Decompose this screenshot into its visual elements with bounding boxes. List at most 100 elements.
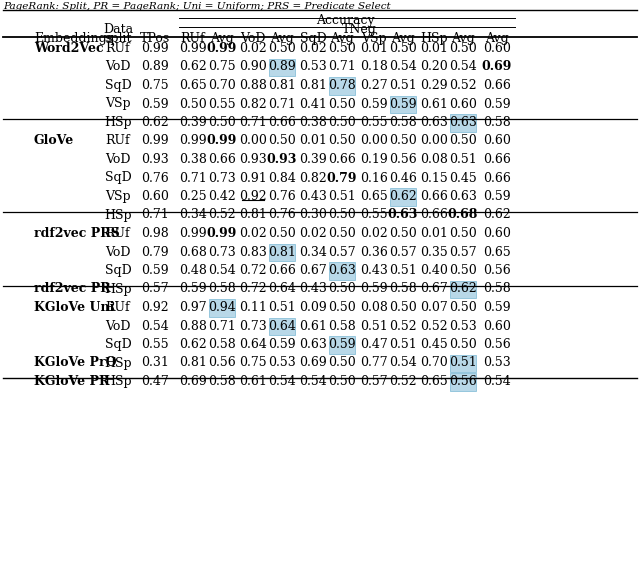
Text: 0.08: 0.08: [420, 153, 448, 166]
Text: 0.88: 0.88: [239, 79, 267, 92]
Text: SqD: SqD: [104, 338, 131, 351]
Text: 0.69: 0.69: [299, 357, 327, 369]
Text: 0.08: 0.08: [360, 301, 388, 314]
Text: 0.84: 0.84: [268, 172, 296, 184]
Text: 0.65: 0.65: [483, 245, 511, 259]
Text: Avg: Avg: [391, 32, 415, 45]
Text: 0.99: 0.99: [141, 135, 169, 147]
Text: 0.50: 0.50: [268, 135, 296, 147]
Text: 0.50: 0.50: [268, 42, 296, 55]
Text: 0.53: 0.53: [483, 357, 511, 369]
Text: 0.01: 0.01: [420, 42, 448, 55]
Bar: [329, 77, 355, 94]
Text: 0.60: 0.60: [483, 227, 511, 240]
Text: 0.81: 0.81: [268, 79, 296, 92]
Text: 0.81: 0.81: [239, 209, 267, 222]
Text: 0.63: 0.63: [449, 116, 477, 129]
Text: 0.50: 0.50: [179, 97, 207, 111]
Text: 0.42: 0.42: [208, 190, 236, 203]
Text: 0.73: 0.73: [208, 245, 236, 259]
Text: RUf: RUf: [106, 301, 131, 314]
Text: 0.41: 0.41: [299, 97, 327, 111]
Text: 0.58: 0.58: [389, 282, 417, 295]
Text: 0.61: 0.61: [299, 320, 327, 332]
Text: SqD: SqD: [104, 172, 131, 184]
Text: VoD: VoD: [105, 60, 131, 74]
Text: rdf2vec PR: rdf2vec PR: [34, 282, 111, 295]
Text: Avg: Avg: [330, 32, 354, 45]
Text: 0.02: 0.02: [299, 42, 327, 55]
Text: 0.51: 0.51: [389, 264, 417, 277]
Text: 0.62: 0.62: [141, 116, 169, 129]
Text: 0.69: 0.69: [179, 375, 207, 388]
Text: 0.99: 0.99: [179, 227, 207, 240]
Text: 0.34: 0.34: [299, 245, 327, 259]
Bar: [390, 188, 416, 206]
Text: 0.89: 0.89: [141, 60, 169, 74]
Text: 0.75: 0.75: [239, 357, 267, 369]
Text: 0.57: 0.57: [141, 282, 169, 295]
Text: 0.65: 0.65: [420, 375, 448, 388]
Text: 0.63: 0.63: [299, 338, 327, 351]
Text: 0.78: 0.78: [328, 79, 356, 92]
Text: 0.56: 0.56: [208, 357, 236, 369]
Bar: [450, 373, 476, 391]
Text: 0.66: 0.66: [328, 153, 356, 166]
Text: 0.60: 0.60: [141, 190, 169, 203]
Bar: [269, 244, 295, 261]
Text: 0.79: 0.79: [141, 245, 169, 259]
Text: VoD: VoD: [105, 153, 131, 166]
Text: 0.54: 0.54: [389, 60, 417, 74]
Text: 0.58: 0.58: [208, 282, 236, 295]
Text: VoD: VoD: [105, 245, 131, 259]
Text: SqD: SqD: [300, 32, 326, 45]
Text: RUf: RUf: [106, 42, 131, 55]
Bar: [450, 354, 476, 372]
Text: 0.52: 0.52: [389, 375, 417, 388]
Text: 0.76: 0.76: [268, 209, 296, 222]
Text: Avg: Avg: [210, 32, 234, 45]
Text: 0.99: 0.99: [207, 42, 237, 55]
Text: 0.00: 0.00: [420, 135, 448, 147]
Text: 0.71: 0.71: [208, 320, 236, 332]
Text: 0.58: 0.58: [208, 375, 236, 388]
Text: 0.66: 0.66: [268, 116, 296, 129]
Text: 0.64: 0.64: [268, 320, 296, 332]
Text: 0.01: 0.01: [360, 42, 388, 55]
Text: 0.92: 0.92: [239, 190, 267, 203]
Text: 0.82: 0.82: [239, 97, 267, 111]
Text: 0.02: 0.02: [239, 42, 267, 55]
Text: 0.02: 0.02: [299, 227, 327, 240]
Text: 0.63: 0.63: [449, 190, 477, 203]
Text: VoD: VoD: [105, 320, 131, 332]
Text: 0.59: 0.59: [360, 97, 388, 111]
Text: Word2Vec: Word2Vec: [34, 42, 104, 55]
Text: 0.56: 0.56: [389, 153, 417, 166]
Text: 0.68: 0.68: [179, 245, 207, 259]
Text: TPos: TPos: [140, 32, 170, 45]
Text: 0.67: 0.67: [420, 282, 448, 295]
Text: KGloVe Uni: KGloVe Uni: [34, 301, 115, 314]
Text: rdf2vec PRS: rdf2vec PRS: [34, 227, 120, 240]
Text: 0.55: 0.55: [360, 209, 388, 222]
Text: 0.50: 0.50: [389, 227, 417, 240]
Text: 0.50: 0.50: [449, 338, 477, 351]
Text: 0.99: 0.99: [179, 135, 207, 147]
Text: split: split: [104, 32, 132, 45]
Text: 0.62: 0.62: [389, 190, 417, 203]
Text: 0.58: 0.58: [208, 338, 236, 351]
Text: 0.63: 0.63: [328, 264, 356, 277]
Text: 0.54: 0.54: [449, 60, 477, 74]
Text: 0.60: 0.60: [483, 320, 511, 332]
Text: 0.81: 0.81: [179, 357, 207, 369]
Text: 0.01: 0.01: [299, 135, 327, 147]
Text: 0.50: 0.50: [328, 135, 356, 147]
Text: GloVe: GloVe: [34, 135, 74, 147]
Text: 0.66: 0.66: [483, 153, 511, 166]
Text: 0.59: 0.59: [360, 282, 388, 295]
Text: 0.99: 0.99: [179, 42, 207, 55]
Text: 0.63: 0.63: [388, 209, 418, 222]
Text: 0.57: 0.57: [449, 245, 477, 259]
Text: 0.50: 0.50: [328, 357, 356, 369]
Text: 0.50: 0.50: [328, 301, 356, 314]
